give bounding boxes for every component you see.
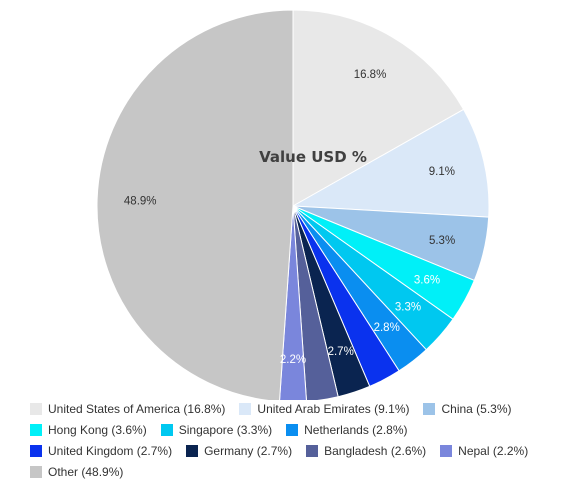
legend-row: United States of America (16.8%) United A… [30,398,575,419]
pie-chart: 16.8% 9.1% 5.3% 3.6% 3.3% 2.8% 2.7% 2.2% 48.9% V… [96,9,490,400]
legend-swatch [186,444,199,457]
legend-swatch [30,465,42,478]
legend-swatch [30,444,42,457]
chart-title: Value USD % [259,148,367,166]
pie-slice-united-arab-emirates [291,108,490,218]
legend-item: United Arab Emirates (9.1%) [239,402,409,416]
legend-swatch [30,402,42,415]
legend-row: Hong Kong (3.6%) Singapore (3.3%) Netherla… [30,419,575,440]
slice-label: 3.3% [395,302,421,314]
legend-label: China (5.3%) [441,401,512,416]
slice-label: 5.3% [429,235,455,247]
legend-item: Other (48.9%) [30,465,123,479]
legend-label: Bangladesh (2.6%) [324,443,427,458]
chart-legend: United States of America (16.8%) United A… [30,398,575,482]
pie-slices [96,9,490,400]
legend-item: Netherlands (2.8%) [286,422,408,437]
slice-label: 2.2% [280,354,306,366]
legend-swatch [286,423,299,436]
legend-label: Hong Kong (3.6%) [48,422,147,437]
pie-slice-other [96,9,294,400]
legend-swatch [306,444,319,457]
slice-label: 16.8% [354,69,387,81]
slice-labels: 16.8% 9.1% 5.3% 3.6% 3.3% 2.8% 2.7% 2.2% 48.9% [124,69,455,366]
legend-swatch [440,444,453,457]
legend-label: United States of America (16.8%) [48,401,226,416]
slice-label: 3.6% [414,275,440,287]
legend-label: Singapore (3.3%) [178,422,273,437]
pie-slice-united-states-of-america [292,9,465,207]
slice-label: 2.8% [374,322,400,334]
legend-item: Germany (2.7%) [186,444,292,458]
slice-label: 48.9% [124,196,157,208]
legend-item: Bangladesh (2.6%) [306,444,426,458]
legend-label: Germany (2.7%) [204,443,293,458]
legend-item: United States of America (16.8%) [30,402,225,416]
legend-swatch [30,423,42,436]
legend-item: United Kingdom (2.7%) [30,444,172,458]
legend-row: United Kingdom (2.7%) Germany (2.7%) Bangl… [30,440,575,461]
legend-swatch [423,402,436,415]
legend-item: China (5.3%) [423,401,512,416]
slice-label: 9.1% [429,166,455,178]
legend-label: United Kingdom (2.7%) [48,443,173,458]
legend-label: Netherlands (2.8%) [304,422,408,437]
legend-swatch [160,423,173,436]
pie-slice-nepal [279,205,307,400]
legend-item: Singapore (3.3%) [160,422,273,437]
legend-label: Nepal (2.2%) [458,443,529,458]
pie-slice-bangladesh [292,205,339,400]
legend-item: Nepal (2.2%) [440,444,528,458]
legend-row: Other (48.9%) [30,461,575,482]
legend-swatch [239,402,252,415]
legend-item: Hong Kong (3.6%) [30,423,147,437]
legend-label: Other (48.9%) [48,464,124,479]
slice-label: 2.7% [328,346,354,358]
legend-label: United Arab Emirates (9.1%) [257,401,410,416]
